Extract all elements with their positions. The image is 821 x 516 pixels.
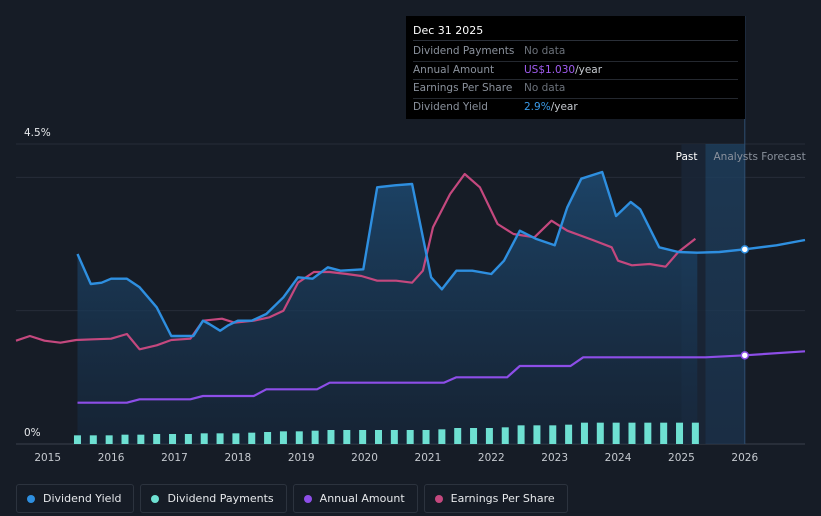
dividend-payment-bar: [169, 434, 177, 444]
dividend-payment-bar: [454, 428, 462, 444]
forecast-region-shade: [705, 144, 745, 444]
y-axis-bottom-label: 0%: [24, 427, 41, 439]
y-axis-top-label: 4.5%: [24, 127, 51, 139]
dividend-payment-bar: [676, 422, 684, 444]
dividend-yield-area: [77, 172, 698, 444]
dividend-payment-bar: [232, 433, 240, 444]
tooltip-value: No data: [524, 45, 566, 57]
forecast-label: Analysts Forecast: [714, 151, 806, 163]
dividend-payment-bar: [200, 433, 208, 444]
legend-dot-icon: [27, 494, 35, 503]
x-tick-label: 2022: [478, 452, 505, 464]
dividend-payment-bar: [216, 433, 224, 444]
dividend-payment-bar: [279, 431, 287, 444]
dividend-payment-bar: [422, 430, 430, 444]
x-tick-label: 2019: [288, 452, 315, 464]
legend-dot-icon: [434, 494, 443, 503]
dividend-payment-bar: [137, 434, 145, 444]
x-tick-label: 2024: [605, 452, 632, 464]
dividend-payment-bar: [470, 428, 478, 444]
dividend-payment-bar: [644, 422, 652, 444]
dividend-payment-bar: [517, 425, 525, 444]
legend-dot-icon: [303, 494, 312, 503]
dividend-payment-bar: [612, 422, 620, 444]
dividend-payment-bar: [89, 435, 97, 444]
legend-label: Dividend Yield: [43, 492, 122, 505]
tooltip-title: Dec 31 2025: [413, 24, 738, 41]
dividend-payment-bar: [295, 431, 303, 444]
legend-item-dividend-payments[interactable]: Dividend Payments: [140, 484, 287, 513]
legend-label: Dividend Payments: [167, 492, 274, 505]
dividend-payment-bar: [73, 435, 81, 444]
dividend-payment-bar: [105, 435, 113, 444]
dividend-payment-bar: [153, 434, 161, 444]
dividend-payment-bar: [438, 429, 446, 444]
dividend-payment-bar: [359, 430, 367, 444]
tooltip-unit: /year: [575, 63, 603, 76]
tooltip-label: Dividend Yield: [413, 100, 488, 113]
legend: Dividend Yield Dividend Payments Annual …: [16, 484, 568, 513]
dividend-payment-bar: [533, 425, 541, 444]
dividend-payment-bar: [343, 430, 351, 444]
x-tick-label: 2023: [541, 452, 568, 464]
tooltip-row-dividend-payments: Dividend Payments No data: [413, 43, 738, 62]
earnings-per-share-line: [15, 172, 697, 351]
legend-dot-icon: [151, 494, 160, 503]
dividend-yield-line: [76, 170, 806, 338]
dividend-payment-bar: [691, 422, 699, 444]
dividend-payment-bar: [390, 430, 398, 444]
tooltip: Dec 31 2025 Dividend Payments No data An…: [406, 16, 745, 119]
dividend-payment-bar: [311, 430, 319, 444]
tooltip-row-annual-amount: Annual Amount US$1.030/year: [413, 62, 738, 80]
legend-label: Annual Amount: [319, 492, 405, 505]
legend-item-dividend-yield[interactable]: Dividend Yield: [16, 484, 135, 513]
dividend-payment-bar: [660, 422, 668, 444]
legend-item-earnings-per-share[interactable]: Earnings Per Share: [423, 484, 568, 513]
dividend-payment-bar: [565, 424, 573, 444]
annual-amount-line: [77, 350, 806, 404]
tooltip-value: US$1.030: [524, 63, 576, 76]
dividend-payment-bar: [121, 434, 129, 444]
dividend-payment-bar: [264, 432, 272, 444]
tooltip-value: No data: [524, 82, 566, 94]
dividend-payment-bar: [501, 427, 509, 444]
legend-item-annual-amount[interactable]: Annual Amount: [292, 484, 418, 513]
dividend-payment-bar: [580, 422, 588, 444]
legend-label: Earnings Per Share: [450, 492, 555, 505]
tooltip-label: Annual Amount: [413, 63, 495, 76]
dividend-payment-bar: [184, 434, 192, 444]
tooltip-unit: /year: [550, 100, 578, 113]
dividend-payment-bar: [549, 425, 557, 444]
dividend-payment-bar: [374, 430, 382, 444]
annual-amount-marker: [740, 351, 750, 360]
dividend-payment-bar: [628, 422, 636, 444]
dividend-payment-bar: [327, 430, 335, 444]
dividend-payment-bar: [248, 432, 256, 444]
x-tick-label: 2025: [668, 452, 695, 464]
tooltip-row-earnings-per-share: Earnings Per Share No data: [413, 80, 738, 99]
dividend-payment-bar: [596, 422, 604, 444]
x-tick-label: 2018: [224, 452, 251, 464]
x-tick-label: 2021: [415, 452, 442, 464]
tooltip-value: 2.9%: [524, 100, 551, 113]
tooltip-row-dividend-yield: Dividend Yield 2.9%/year: [413, 99, 738, 117]
x-tick-label: 2020: [351, 452, 378, 464]
x-tick-label: 2015: [34, 452, 61, 464]
tooltip-label: Dividend Payments: [413, 45, 515, 57]
dividend-yield-marker: [740, 245, 750, 254]
x-tick-label: 2016: [98, 452, 125, 464]
x-tick-label: 2026: [731, 452, 758, 464]
past-label: Past: [676, 151, 698, 163]
dividend-payment-bar: [406, 430, 414, 444]
dividend-payment-bar: [485, 428, 493, 444]
tooltip-label: Earnings Per Share: [413, 82, 513, 94]
x-tick-label: 2017: [161, 452, 188, 464]
